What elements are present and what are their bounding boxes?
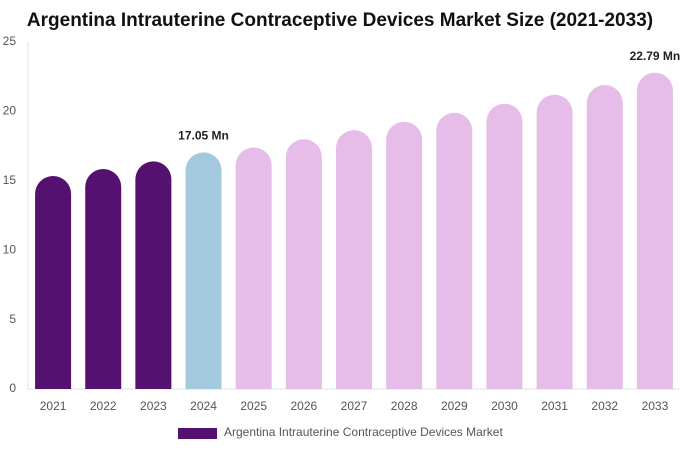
bar xyxy=(235,147,272,389)
x-tick-label: 2023 xyxy=(140,399,167,413)
bar xyxy=(35,175,72,389)
bar xyxy=(135,161,172,389)
x-tick-label: 2030 xyxy=(491,399,518,413)
x-tick-label: 2032 xyxy=(591,399,618,413)
x-tick-label: 2022 xyxy=(90,399,117,413)
bar xyxy=(285,139,322,389)
x-tick-label: 2025 xyxy=(240,399,267,413)
y-tick-label: 15 xyxy=(3,173,17,187)
x-tick-label: 2026 xyxy=(290,399,317,413)
y-tick-label: 20 xyxy=(3,104,17,118)
x-tick-label: 2033 xyxy=(642,399,669,413)
bar xyxy=(586,85,623,389)
x-tick-label: 2029 xyxy=(441,399,468,413)
x-tick-label: 2031 xyxy=(541,399,568,413)
chart-title: Argentina Intrauterine Contraceptive Dev… xyxy=(27,10,653,31)
y-tick-label: 5 xyxy=(9,312,16,326)
x-tick-label: 2021 xyxy=(40,399,67,413)
legend-swatch xyxy=(178,428,217,439)
x-tick-label: 2027 xyxy=(341,399,368,413)
bar xyxy=(486,103,523,390)
legend-label: Argentina Intrauterine Contraceptive Dev… xyxy=(224,425,503,439)
bar xyxy=(386,121,423,389)
bar xyxy=(536,94,573,389)
y-tick-label: 25 xyxy=(3,34,17,48)
bar xyxy=(85,169,122,389)
x-tick-label: 2024 xyxy=(190,399,217,413)
bar xyxy=(436,112,473,389)
bar xyxy=(636,72,673,389)
bar xyxy=(185,152,222,389)
value-label: 17.05 Mn xyxy=(178,129,229,143)
y-tick-label: 0 xyxy=(9,381,16,395)
y-tick-label: 10 xyxy=(3,242,17,256)
bar xyxy=(336,130,372,389)
value-label: 22.79 Mn xyxy=(630,49,680,63)
x-tick-label: 2028 xyxy=(391,399,418,413)
